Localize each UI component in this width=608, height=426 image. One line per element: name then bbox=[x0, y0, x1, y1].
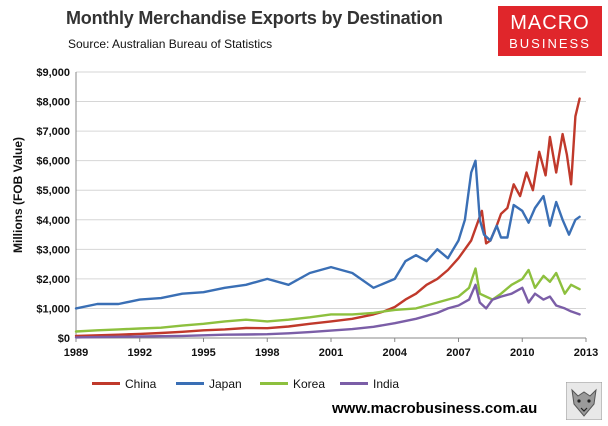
y-tick-label: $4,000 bbox=[36, 215, 70, 227]
x-tick-label: 2010 bbox=[510, 347, 534, 359]
y-tick-label: $2,000 bbox=[36, 274, 70, 286]
series-line-korea bbox=[74, 267, 581, 333]
chart-source: Source: Australian Bureau of Statistics bbox=[68, 37, 273, 51]
wolf-icon bbox=[566, 382, 602, 420]
x-tick-label: 2001 bbox=[319, 347, 343, 359]
x-tick-label: 1995 bbox=[191, 347, 215, 359]
legend-label-korea: Korea bbox=[293, 377, 326, 391]
legend-swatch-china bbox=[92, 382, 120, 386]
legend-item-japan: Japan bbox=[176, 377, 242, 391]
y-tick-label: $1,000 bbox=[36, 303, 70, 315]
legend-item-india: India bbox=[340, 377, 399, 391]
y-tick-labels: $0 $1,000 $2,000 $3,000 $4,000 $5,000 $6,000 $7… bbox=[36, 67, 70, 345]
x-tick-label: 2004 bbox=[383, 347, 408, 359]
legend-item-korea: Korea bbox=[260, 377, 325, 391]
series-line-india bbox=[74, 283, 581, 339]
legend-swatch-japan bbox=[176, 382, 204, 386]
y-tick-label: $3,000 bbox=[36, 244, 70, 256]
chart-title: Monthly Merchandise Exports by Destinati… bbox=[66, 8, 443, 28]
x-tick-label: 1992 bbox=[128, 347, 152, 359]
x-tick-label: 1998 bbox=[255, 347, 279, 359]
legend-label-india: India bbox=[373, 377, 400, 391]
y-tick-label: $6,000 bbox=[36, 156, 70, 168]
logo-line-2: BUSINESS bbox=[509, 36, 591, 51]
legend-swatch-india bbox=[340, 382, 368, 386]
series-lines bbox=[74, 97, 581, 339]
legend-label-china: China bbox=[125, 377, 157, 391]
series-line-japan bbox=[74, 159, 581, 310]
y-tick-label: $9,000 bbox=[36, 67, 70, 79]
gridlines bbox=[75, 71, 587, 342]
y-tick-label: $0 bbox=[58, 333, 70, 345]
legend-label-japan: Japan bbox=[209, 377, 242, 391]
y-tick-label: $8,000 bbox=[36, 97, 70, 109]
y-tick-label: $7,000 bbox=[36, 126, 70, 138]
logo-line-1: MACRO bbox=[510, 12, 590, 34]
x-tick-label: 1989 bbox=[64, 347, 88, 359]
legend-swatch-korea bbox=[260, 382, 288, 386]
macrobusiness-logo[interactable]: MACRO BUSINESS bbox=[498, 6, 602, 56]
x-tick-label: 2013 bbox=[574, 347, 598, 359]
series-line-china bbox=[74, 97, 581, 338]
legend-item-china: China bbox=[92, 377, 156, 391]
y-tick-label: $5,000 bbox=[36, 185, 70, 197]
x-tick-label: 2007 bbox=[446, 347, 470, 359]
x-tick-labels: 1989 1992 1995 1998 2001 2004 2007 2010 2013 bbox=[64, 347, 598, 359]
footer-url[interactable]: www.macrobusiness.com.au bbox=[332, 400, 538, 417]
